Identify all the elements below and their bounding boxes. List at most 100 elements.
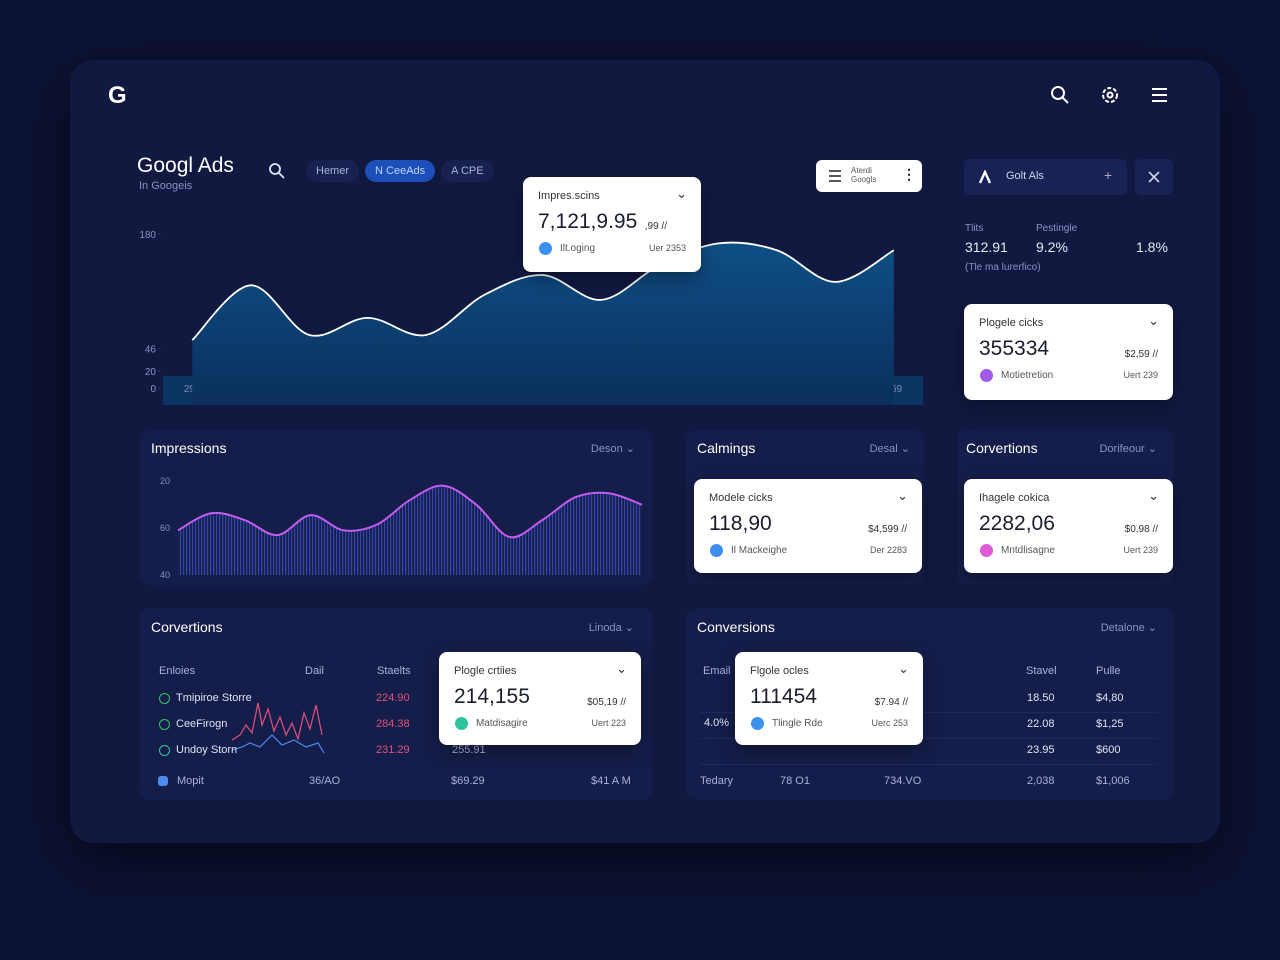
y-tick-label: 60 [160, 523, 170, 533]
metric-card[interactable]: Modele cicks ⌄ 118,90 $4,599 // Il Mackeighe… [694, 479, 922, 573]
bars-area [178, 485, 642, 575]
dropdown[interactable]: Dorifeour ⌄ [1099, 443, 1157, 455]
footer-cell: 36/AO [309, 775, 341, 787]
row-value: $1,25 [1096, 718, 1124, 730]
row-icon [159, 693, 170, 704]
section-title: Corvertions [966, 440, 1038, 456]
metric-card[interactable]: Plogele cicks ⌄ 355334 $2,59 // Motietretion… [964, 304, 1173, 400]
tab[interactable]: A CPE [441, 160, 494, 182]
row-value: 23.95 [1027, 744, 1055, 756]
card-title: Modele cicks [709, 492, 773, 504]
settings-icon[interactable] [1100, 85, 1120, 105]
card-title: Plogle crtiies [454, 665, 517, 677]
footer-cell: Tedary [700, 775, 734, 787]
more-icon: ⋮ [902, 166, 916, 182]
row-icon [159, 719, 170, 730]
footer-cell: $69.29 [451, 775, 485, 787]
x-tick-label: 169 [885, 384, 902, 395]
card-amount: ,99 // [644, 221, 667, 232]
legend-dot [980, 369, 993, 382]
column-header: Enloies [159, 665, 196, 677]
tabs: Hemer N CeeAds A CPE [306, 160, 494, 182]
dropdown[interactable]: Linoda ⌄ [588, 622, 634, 634]
card-legend: Tlingle Rde [772, 718, 823, 729]
row-value: $4,80 [1096, 692, 1124, 704]
metric-card[interactable]: Ihagele cokica ⌄ 2282,06 $0,98 // Mntdlisagn… [964, 479, 1173, 573]
line [177, 484, 643, 539]
chevron: ⌄ [616, 661, 627, 676]
card-value: 355334 [979, 337, 1050, 360]
footer-cell: 78 O1 [780, 775, 810, 787]
card-title: Impres.scins [538, 190, 600, 202]
logo[interactable]: G [108, 82, 127, 109]
footer-cell: $1,006 [1096, 775, 1130, 787]
chevron: ⌄ [898, 661, 909, 676]
card-legend: Mntdlisagne [1001, 545, 1055, 556]
menu-icon[interactable] [1150, 86, 1170, 104]
dropdown[interactable]: Detalone ⌄ [1100, 622, 1157, 634]
footer-cell: 2,038 [1027, 775, 1055, 787]
toolbar-line: Googls [851, 175, 877, 184]
row-value: 231.29 [376, 744, 410, 756]
search-icon[interactable] [268, 162, 286, 180]
row-divider [700, 764, 1158, 765]
chevron: ⌄ [1148, 488, 1159, 503]
card-value: 2282,06 [979, 512, 1055, 535]
card-legend: Motietretion [1001, 370, 1054, 381]
column-header: Pulle [1096, 665, 1121, 677]
area [192, 242, 894, 405]
column-header: Email [703, 665, 731, 677]
legend-dot [455, 717, 468, 730]
row-divider [700, 738, 1158, 739]
metric-card[interactable]: Flgole ocles ⌄ 111454 $7.94 // Tlingle Rde Ue… [735, 652, 923, 745]
card-note: Uert 239 [1123, 370, 1158, 380]
dropdown[interactable]: Desal ⌄ [869, 443, 910, 455]
chevron: ⌄ [897, 488, 908, 503]
card-title: Flgole ocles [750, 665, 809, 677]
column-header: Stavel [1026, 665, 1057, 677]
card-note: Uert 223 [591, 718, 626, 728]
y-tick-label: 46 [145, 345, 157, 356]
main-chart: 0204618029019012023412016123416913031619… [139, 230, 923, 405]
row-value: $600 [1096, 744, 1121, 756]
card-value: 214,155 [454, 685, 530, 708]
toolbar-line: Aterdi [851, 166, 872, 175]
section-title: Impressions [151, 440, 227, 456]
stat-note: (Tle ma lurerfico) [965, 262, 1041, 273]
row-value: 22.08 [1027, 718, 1055, 730]
metric-card[interactable]: Plogle crtiies ⌄ 214,155 $05,19 // Matdisagi… [439, 652, 641, 745]
card-note: Uerc 253 [871, 718, 908, 728]
legend-dot [710, 544, 723, 557]
toolbar-button[interactable]: Aterdi Googls ⋮ [816, 160, 922, 192]
card-title: Plogele cicks [979, 317, 1044, 329]
footer-cell: 734.VO [884, 775, 922, 787]
ads-icon [978, 170, 992, 184]
row-value: 18.50 [1027, 692, 1055, 704]
app-title: Googl Ads [137, 154, 234, 177]
side-button[interactable]: Golt Als + [964, 159, 1127, 195]
chevron: ⌄ [676, 186, 687, 201]
list-icon [829, 170, 841, 182]
tab[interactable]: N CeeAds [365, 160, 436, 182]
card-legend: Il Mackeighe [731, 545, 788, 556]
card-amount: $05,19 // [587, 697, 626, 708]
y-tick-label: 40 [160, 570, 170, 580]
legend-dot [751, 717, 764, 730]
app-subtitle: In Googeis [139, 180, 193, 192]
section-title: Conversions [697, 619, 775, 635]
tab[interactable]: Hemer [306, 160, 360, 182]
column-header: Dail [305, 665, 324, 677]
card-amount: $2,59 // [1124, 349, 1158, 360]
side-button-label: Golt Als [1006, 170, 1044, 182]
card-value: 111454 [750, 685, 817, 708]
metric-card[interactable]: Impres.scins ⌄ 7,121,9.95 ,99 // Ilt.oging Ue… [523, 177, 701, 272]
close-button[interactable] [1135, 159, 1173, 195]
card-value: 118,90 [709, 512, 772, 535]
search-icon[interactable] [1050, 85, 1070, 105]
row-value: 284.38 [376, 718, 410, 730]
card-note: Uer 2353 [648, 243, 686, 253]
impressions-chart: 20 60 40 [160, 476, 643, 580]
add-icon: + [1104, 167, 1113, 183]
dropdown[interactable]: Deson ⌄ [590, 443, 635, 455]
